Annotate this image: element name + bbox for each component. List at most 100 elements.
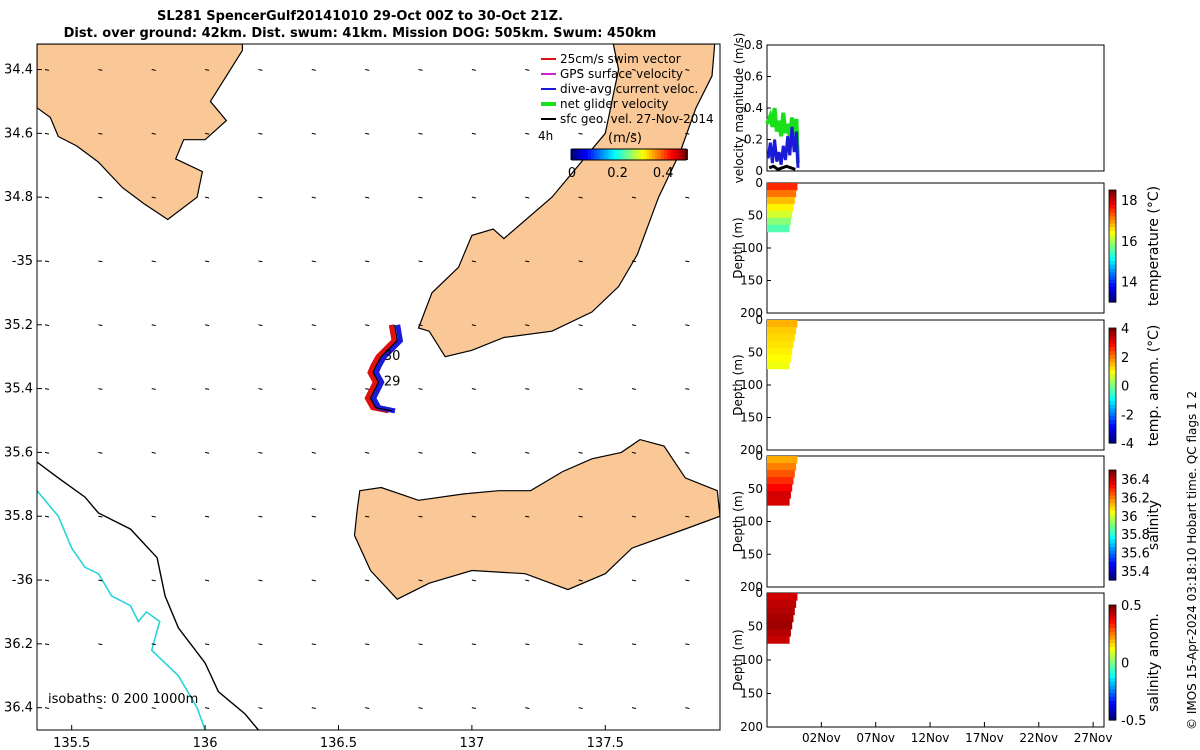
section-cell — [767, 600, 797, 608]
section-colorbar-cell — [1109, 287, 1116, 292]
x-tick-label: 137.5 — [587, 736, 624, 750]
section-colorbar-cell — [1109, 532, 1116, 537]
section-colorbar-cell — [1109, 339, 1116, 344]
section-colorbar-frame — [1108, 469, 1117, 581]
geo-velocity-arrow — [258, 451, 263, 454]
section-colorbar-tick-label: 16 — [1121, 235, 1138, 250]
geo-velocity-arrow — [365, 515, 370, 518]
depth-tick-label: 50 — [748, 620, 763, 634]
section-colorbar-cell — [1109, 260, 1116, 266]
velocity-series-line — [766, 126, 800, 168]
section-colorbar-cell — [1109, 612, 1116, 618]
section-colorbar-cell — [1109, 212, 1116, 217]
section-colorbar-cell — [1109, 216, 1116, 221]
geo-velocity-arrow — [151, 132, 156, 135]
section-cell — [767, 354, 791, 363]
colorbar-tick-label: 0.2 — [607, 166, 628, 181]
colorbar-cell — [620, 149, 624, 160]
section-colorbar-cell — [1109, 662, 1116, 667]
section-colorbar-cell — [1109, 257, 1116, 262]
section-colorbar-cell — [1109, 681, 1116, 687]
geo-velocity-arrow — [98, 324, 103, 327]
section-colorbar-cell — [1109, 492, 1116, 497]
section-colorbar-cell — [1109, 547, 1116, 552]
geo-velocity-arrow — [311, 132, 316, 135]
section-colorbar-cell — [1109, 290, 1116, 296]
colorbar-cell — [649, 149, 653, 160]
y-tick-label: 35.2 — [4, 318, 33, 333]
geo-velocity-arrow — [578, 69, 583, 71]
geo-velocity-arrow — [525, 324, 530, 327]
geo-velocity-arrow — [258, 707, 263, 709]
velocity-y-tick-label: 0 — [755, 164, 763, 178]
geo-velocity-arrow — [258, 69, 263, 71]
section-colorbar-cell — [1109, 514, 1116, 519]
section-colorbar-cell — [1109, 249, 1116, 255]
section-cell — [767, 320, 798, 328]
colorbar-cell — [614, 149, 618, 160]
geo-velocity-arrow — [311, 451, 316, 454]
depth-axis-label: Depth (m) — [731, 354, 745, 415]
section-colorbar-cell — [1109, 370, 1116, 375]
geo-velocity-arrow — [311, 324, 316, 327]
section-colorbar-tick-label: 2 — [1121, 351, 1129, 366]
section-colorbar-cell — [1109, 697, 1116, 702]
geo-velocity-arrow — [525, 260, 530, 263]
colorbar-cell — [588, 149, 592, 160]
geo-velocity-arrow — [525, 132, 530, 135]
date-tick-label: 02Nov — [802, 731, 841, 745]
geo-velocity-arrow — [578, 643, 583, 646]
section-colorbar-cell — [1109, 431, 1116, 436]
section-cell — [767, 628, 791, 637]
section-colorbar-tick-label: 0 — [1121, 380, 1129, 395]
colorbar-cell — [640, 149, 645, 160]
depth-tick-label: 0 — [755, 176, 763, 190]
colorbar-cell — [666, 149, 671, 160]
geo-velocity-arrow — [418, 515, 423, 518]
geo-velocity-arrow — [685, 196, 690, 199]
section-cell — [767, 189, 797, 198]
section-colorbar-tick-label: -0.5 — [1121, 714, 1146, 729]
section-colorbar-frame — [1108, 327, 1117, 444]
section-colorbar-cell — [1109, 272, 1116, 277]
geo-velocity-arrow — [311, 196, 316, 199]
depth-tick-label: 200 — [740, 720, 763, 734]
section-cell — [767, 224, 790, 233]
section-colorbar-cell — [1109, 343, 1116, 348]
section-colorbar-cell — [1109, 651, 1116, 656]
section-colorbar-cell — [1109, 193, 1116, 199]
section-colorbar-label: salinity — [1146, 500, 1162, 550]
depth-tick-label: 200 — [740, 306, 763, 320]
x-tick-label: 137 — [459, 736, 484, 750]
section-colorbar-cell — [1109, 503, 1116, 508]
y-tick-label: 35.6 — [4, 445, 33, 460]
section-colorbar-cell — [1109, 381, 1116, 387]
geo-velocity-arrow — [98, 388, 103, 390]
section-colorbar-cell — [1109, 408, 1116, 413]
section-colorbar-cell — [1109, 481, 1116, 486]
chart-title-line-2: Dist. over ground: 42km. Dist. swum: 41k… — [63, 26, 657, 41]
section-colorbar-cell — [1109, 674, 1116, 679]
geo-velocity-arrow — [685, 707, 690, 709]
land-polygon — [417, 44, 716, 358]
section-axes-frame — [766, 455, 1105, 588]
y-tick-label: 35.8 — [4, 509, 33, 524]
section-colorbar-cell — [1109, 397, 1116, 402]
geo-velocity-arrow — [151, 260, 156, 263]
geo-velocity-arrow — [365, 196, 370, 199]
geo-velocity-arrow — [525, 196, 530, 199]
section-colorbar-cell — [1109, 620, 1116, 625]
section-colorbar-cell — [1109, 569, 1116, 574]
depth-tick-label: 150 — [740, 274, 763, 288]
depth-tick-label: 200 — [740, 580, 763, 594]
y-tick-label: 36.4 — [4, 701, 33, 716]
colorbar-cell — [675, 149, 680, 160]
geo-velocity-arrow — [471, 196, 476, 199]
section-colorbar-frame — [1108, 189, 1117, 303]
depth-axis-label: Depth (m) — [731, 491, 745, 552]
geo-velocity-arrow — [311, 643, 316, 646]
geo-velocity-arrow — [631, 579, 637, 582]
section-colorbar-cell — [1109, 608, 1116, 614]
geo-velocity-arrow — [311, 515, 316, 518]
